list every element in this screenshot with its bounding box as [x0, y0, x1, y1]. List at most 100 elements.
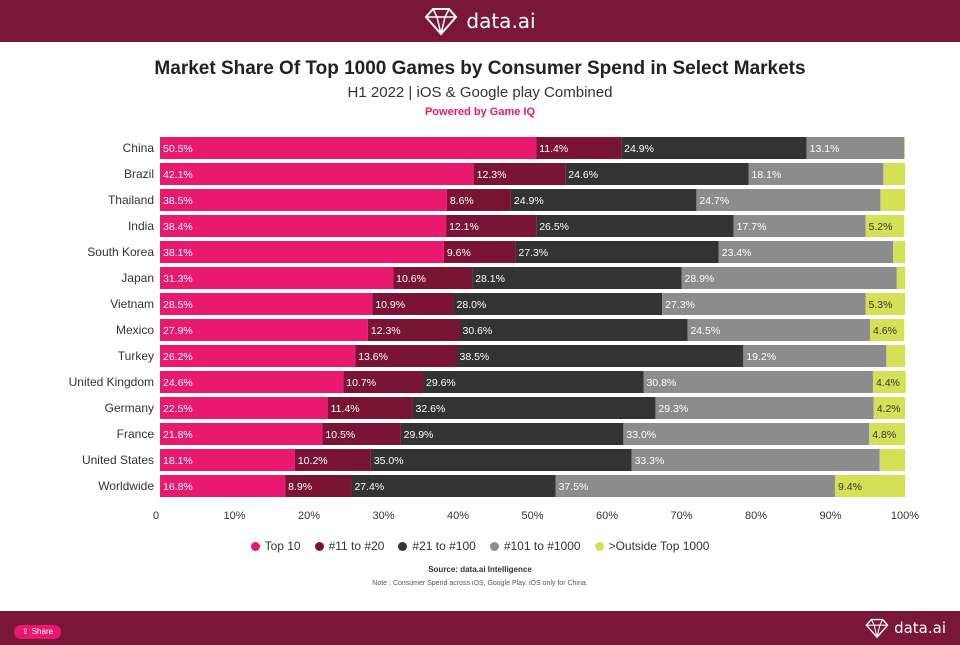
x-tick-label: 40%: [447, 510, 469, 522]
data-label-worldwide-top-10: 16.8%: [163, 481, 193, 493]
powered-by-label: Powered by Game IQ: [424, 106, 536, 118]
category-label-mexico: Mexico: [116, 323, 154, 337]
data-label-vietnam-11-to-20: 10.9%: [375, 299, 405, 311]
legend-label: Top 10: [264, 539, 301, 553]
legend-label: #101 to #1000: [503, 539, 581, 553]
bar-worldwide-11-to-20: [285, 475, 352, 497]
bar-vietnam-top-10: [160, 293, 373, 315]
data-label-united-kingdom-21-to-100: 29.6%: [426, 377, 456, 389]
bar-turkey-11-to-20: [355, 345, 457, 367]
data-label-united-states-21-to-100: 35.0%: [374, 455, 404, 467]
category-label-china: China: [123, 141, 155, 155]
bar-brazil-21-to-100: [565, 163, 749, 185]
category-label-south-korea: South Korea: [87, 245, 154, 259]
header-brand-name: data.ai: [466, 9, 536, 33]
data-label-worldwide-101-to-1000: 37.5%: [559, 481, 589, 493]
bar-japan-101-to-1000: [681, 267, 897, 289]
data-label-vietnam-101-to-1000: 27.3%: [665, 299, 695, 311]
share-button[interactable]: ⇪ Share: [14, 625, 62, 639]
data-label-france-top-10: 21.8%: [163, 429, 193, 441]
diamond-logo-icon: [425, 8, 458, 36]
bar-mexico-top-10: [160, 319, 368, 341]
data-label-japan-101-to-1000: 28.9%: [685, 273, 715, 285]
data-label-vietnam-21-to-100: 28.0%: [457, 299, 487, 311]
bar-united-kingdom-11-to-20: [343, 371, 423, 393]
legend-item-outside-top-1000: >Outside Top 1000: [594, 539, 710, 553]
bar-united-kingdom-21-to-100: [422, 371, 644, 393]
data-label-japan-21-to-100: 28.1%: [475, 273, 505, 285]
category-label-thailand: Thailand: [108, 193, 154, 207]
category-label-india: India: [128, 219, 154, 233]
data-label-united-kingdom-top-10: 24.6%: [163, 377, 193, 389]
bar-thailand-outside-top-1000: [880, 189, 905, 211]
category-label-turkey: Turkey: [118, 349, 154, 363]
x-tick-label: 0: [153, 510, 159, 522]
bar-turkey-outside-top-1000: [886, 345, 905, 367]
category-label-united-states: United States: [82, 453, 154, 467]
bar-mexico-21-to-100: [459, 319, 688, 341]
bar-vietnam-11-to-20: [372, 293, 454, 315]
bar-japan-21-to-100: [472, 267, 682, 289]
data-label-mexico-top-10: 27.9%: [163, 325, 193, 337]
x-tick-label: 90%: [819, 510, 841, 522]
bar-mexico-outside-top-1000: [869, 319, 905, 341]
data-label-germany-101-to-1000: 29.3%: [658, 403, 688, 415]
bar-vietnam-21-to-100: [453, 293, 663, 315]
bar-united-kingdom-101-to-1000: [643, 371, 873, 393]
data-label-turkey-101-to-1000: 19.2%: [746, 351, 776, 363]
share-icon: ⇪: [22, 627, 29, 636]
legend-label: #21 to #100: [412, 539, 476, 553]
x-tick-label: 30%: [372, 510, 394, 522]
bar-india-101-to-1000: [733, 215, 866, 237]
bar-brazil-11-to-20: [473, 163, 566, 185]
legend-item-top-10: Top 10: [250, 539, 301, 553]
bar-thailand-101-to-1000: [696, 189, 881, 211]
bar-united-kingdom-outside-top-1000: [872, 371, 906, 393]
data-label-brazil-11-to-20: 12.3%: [477, 169, 507, 181]
bar-united-kingdom-top-10: [160, 371, 344, 393]
bar-united-states-101-to-1000: [631, 449, 880, 471]
x-tick-label: 100%: [891, 510, 919, 522]
data-label-brazil-top-10: 42.1%: [163, 169, 193, 181]
bar-brazil-101-to-1000: [748, 163, 884, 185]
legend-label: >Outside Top 1000: [608, 539, 710, 553]
legend-swatch: [250, 541, 260, 551]
data-label-worldwide-11-to-20: 8.9%: [288, 481, 312, 493]
bar-vietnam-101-to-1000: [662, 293, 866, 315]
bar-china-101-to-1000: [806, 137, 905, 159]
data-label-turkey-21-to-100: 38.5%: [460, 351, 490, 363]
bar-brazil-top-10: [160, 163, 474, 185]
footer-brand-name: data.ai: [894, 619, 946, 637]
data-label-brazil-101-to-1000: 18.1%: [752, 169, 782, 181]
data-label-united-states-top-10: 18.1%: [163, 455, 193, 467]
bar-france-outside-top-1000: [869, 423, 905, 445]
data-label-vietnam-top-10: 28.5%: [163, 299, 193, 311]
data-label-united-states-11-to-20: 10.2%: [298, 455, 328, 467]
data-label-germany-21-to-100: 32.6%: [416, 403, 446, 415]
category-label-vietnam: Vietnam: [110, 297, 154, 311]
bar-china-outside-top-1000: [904, 137, 905, 159]
data-label-south-korea-101-to-1000: 23.4%: [722, 247, 752, 259]
bar-mexico-11-to-20: [367, 319, 460, 341]
data-label-turkey-top-10: 26.2%: [163, 351, 193, 363]
bar-south-korea-top-10: [160, 241, 444, 263]
category-label-france: France: [117, 427, 155, 441]
data-label-france-101-to-1000: 33.0%: [626, 429, 656, 441]
data-label-germany-outside-top-1000: 4.2%: [877, 403, 901, 415]
bar-india-21-to-100: [536, 215, 734, 237]
data-label-south-korea-21-to-100: 27.3%: [518, 247, 548, 259]
bar-mexico-101-to-1000: [687, 319, 870, 341]
bar-japan-top-10: [160, 267, 394, 289]
data-label-united-kingdom-outside-top-1000: 4.4%: [876, 377, 900, 389]
bar-south-korea-21-to-100: [515, 241, 719, 263]
bar-thailand-21-to-100: [510, 189, 697, 211]
legend-swatch: [398, 541, 408, 551]
bar-france-top-10: [160, 423, 323, 445]
bar-india-outside-top-1000: [865, 215, 905, 237]
bar-france-21-to-100: [400, 423, 624, 445]
bar-france-11-to-20: [322, 423, 401, 445]
header-bar: data.ai: [0, 0, 960, 42]
x-tick-label: 70%: [670, 510, 692, 522]
bar-germany-11-to-20: [327, 397, 413, 419]
data-label-china-21-to-100: 24.9%: [624, 143, 654, 155]
